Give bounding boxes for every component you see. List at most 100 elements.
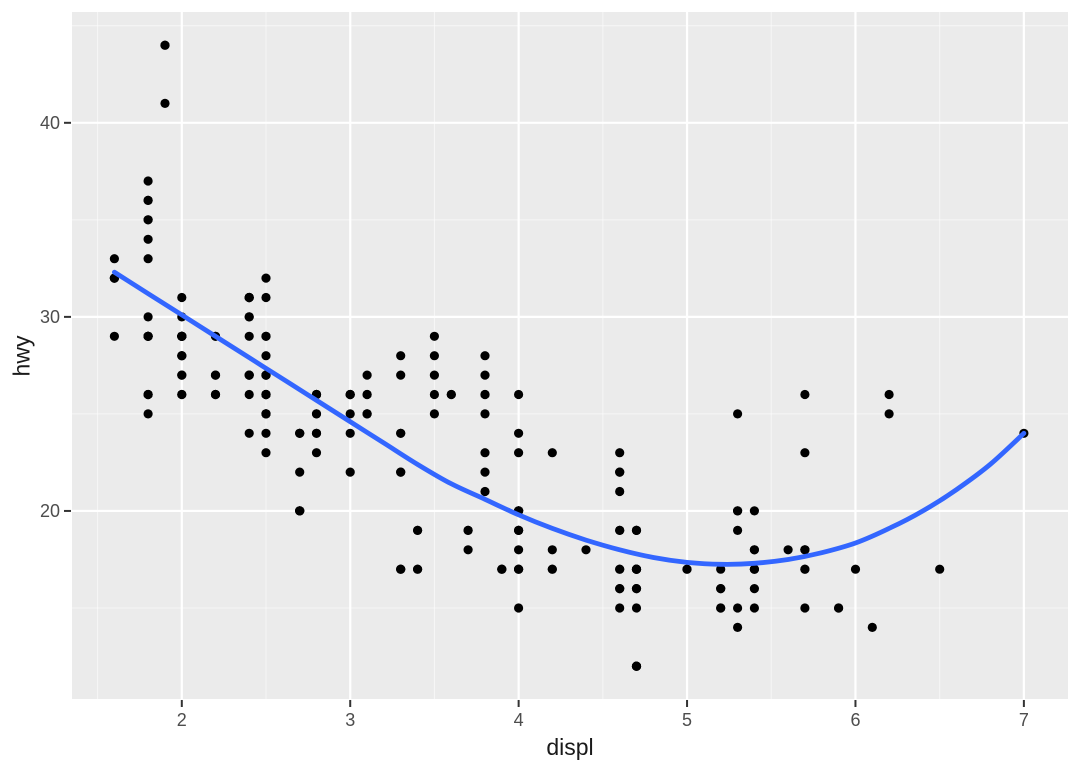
data-point (143, 312, 153, 322)
data-point (311, 448, 322, 458)
data-point (295, 506, 305, 516)
data-point (244, 312, 254, 322)
data-point (716, 603, 726, 613)
y-tick-label: 20 (40, 501, 60, 521)
data-point (396, 467, 406, 477)
data-point (631, 584, 642, 594)
data-point (749, 564, 760, 574)
data-point (345, 409, 355, 419)
data-point (261, 428, 271, 438)
data-point (143, 389, 153, 400)
data-point (244, 292, 254, 303)
data-point (834, 603, 844, 613)
x-tick-label: 6 (850, 710, 860, 730)
data-point (749, 506, 760, 516)
data-point (497, 564, 507, 574)
data-point (480, 409, 490, 419)
data-point (631, 661, 642, 671)
data-point (884, 409, 894, 419)
data-point (295, 467, 305, 477)
data-point (261, 409, 271, 419)
y-tick-label: 30 (40, 307, 60, 327)
data-point (749, 584, 760, 594)
data-point (514, 564, 524, 574)
data-point (783, 545, 793, 555)
data-point (362, 370, 372, 380)
data-point (345, 467, 355, 477)
data-point (480, 370, 490, 380)
data-point (615, 564, 625, 574)
data-point (244, 389, 254, 400)
data-point (261, 292, 271, 303)
data-point (850, 564, 861, 574)
data-point (362, 389, 372, 400)
x-tick-label: 5 (682, 710, 692, 730)
x-tick-label: 7 (1019, 710, 1029, 730)
data-point (261, 331, 271, 341)
data-point (396, 428, 406, 438)
data-point (480, 467, 490, 477)
data-point (177, 351, 187, 361)
y-axis-title: hwy (8, 335, 35, 377)
data-point (800, 389, 810, 400)
data-point (800, 448, 810, 458)
data-point (615, 584, 625, 594)
data-point (615, 603, 625, 613)
data-point (480, 389, 490, 400)
plot-panel (72, 12, 1068, 699)
data-point (210, 389, 221, 400)
data-point (345, 389, 355, 400)
x-axis-title: displ (546, 734, 594, 760)
data-point (177, 370, 187, 380)
data-point (800, 603, 810, 613)
data-point (463, 545, 473, 555)
data-point (547, 564, 557, 574)
data-point (413, 525, 423, 536)
data-point (867, 622, 877, 633)
data-point (615, 467, 625, 477)
data-point (429, 389, 439, 400)
data-point (682, 564, 692, 574)
data-point (884, 389, 894, 400)
data-point (362, 409, 372, 419)
data-point (514, 525, 524, 536)
data-point (244, 331, 254, 341)
data-point (261, 389, 271, 400)
data-point (109, 331, 119, 341)
data-point (800, 564, 810, 574)
data-point (581, 545, 591, 555)
data-point (631, 564, 642, 574)
data-point (143, 331, 153, 341)
data-point (615, 486, 625, 497)
data-point (160, 98, 170, 108)
data-point (749, 603, 760, 613)
data-point (244, 370, 254, 380)
data-point (749, 545, 760, 555)
data-point (261, 370, 271, 380)
data-point (396, 370, 406, 380)
x-tick-label: 2 (177, 710, 187, 730)
data-point (716, 584, 726, 594)
data-point (733, 622, 743, 633)
data-point (547, 545, 557, 555)
y-tick-label: 40 (40, 113, 60, 133)
data-point (514, 603, 524, 613)
data-point (143, 195, 153, 205)
data-point (463, 525, 473, 536)
data-point (631, 525, 642, 536)
data-point (143, 234, 153, 244)
data-point (429, 351, 439, 361)
data-point (514, 448, 524, 458)
smooth-line (112, 269, 1027, 567)
data-point (244, 428, 254, 438)
data-point (716, 564, 726, 574)
data-point (733, 603, 743, 613)
data-point (631, 603, 642, 613)
data-point (143, 176, 153, 186)
data-point (160, 40, 170, 50)
data-point (429, 331, 439, 341)
data-point (177, 331, 187, 341)
data-point (733, 506, 743, 516)
